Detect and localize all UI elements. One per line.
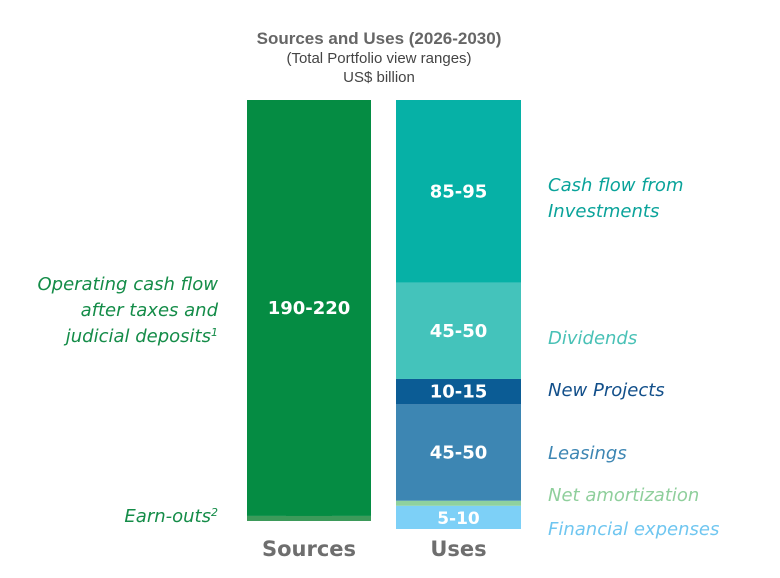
uses-value-label-dividends: 45-50 bbox=[430, 321, 488, 342]
label-dividends: Dividends bbox=[548, 328, 637, 349]
uses-segment-cash-flow-from-investments bbox=[396, 100, 521, 283]
uses-segment-net-amortization bbox=[396, 500, 521, 506]
label-net-amortization: Net amortization bbox=[548, 485, 699, 506]
label-operating-cash-flow-after-taxes-and-judicial-deposits-footnote: 1 bbox=[211, 326, 218, 339]
chart-unit: US$ billion bbox=[343, 69, 415, 86]
category-label-sources: Sources bbox=[262, 537, 356, 561]
label-cash-flow-from-investments-line-1: Cash flow from bbox=[548, 175, 683, 196]
label-leasings: Leasings bbox=[548, 443, 627, 464]
sources-segment-earn-outs bbox=[247, 515, 371, 521]
chart-subtitle: (Total Portfolio view ranges) bbox=[286, 50, 472, 67]
label-cash-flow-from-investments-line-2: Investments bbox=[548, 201, 659, 222]
financial-expenses-label-box bbox=[396, 510, 521, 529]
uses-value-label-cash-flow-from-investments: 85-95 bbox=[430, 181, 488, 202]
label-earn-outs-footnote: 2 bbox=[211, 506, 218, 519]
uses-value-label-new-projects: 10-15 bbox=[430, 382, 488, 403]
chart-title: Sources and Uses (2026-2030) bbox=[256, 29, 502, 48]
uses-value-label-leasings: 45-50 bbox=[430, 443, 488, 464]
uses-segment-dividends bbox=[396, 282, 521, 379]
sources-segment-operating-cash-flow-after-taxes-and-judicial-deposits bbox=[247, 100, 371, 516]
label-operating-cash-flow-after-taxes-and-judicial-deposits-line-1: Operating cash flow bbox=[37, 274, 218, 295]
label-operating-cash-flow-after-taxes-and-judicial-deposits-line-3: judicial deposits1 bbox=[63, 326, 218, 348]
label-earn-outs: Earn-outs2 bbox=[124, 506, 218, 528]
category-label-uses: Uses bbox=[430, 537, 486, 561]
uses-segment-leasings bbox=[396, 404, 521, 501]
label-financial-expenses: Financial expenses bbox=[548, 519, 719, 540]
label-operating-cash-flow-after-taxes-and-judicial-deposits-line-2: after taxes and bbox=[81, 300, 219, 321]
sources-value-label-operating-cash-flow-after-taxes-and-judicial-deposits: 190-220 bbox=[268, 298, 351, 319]
label-new-projects: New Projects bbox=[548, 380, 665, 401]
chart-title-block: Sources and Uses (2026-2030) (Total Port… bbox=[229, 28, 529, 87]
uses-value-label-financial-expenses: 5-10 bbox=[437, 509, 480, 529]
uses-segment-new-projects bbox=[396, 378, 521, 405]
